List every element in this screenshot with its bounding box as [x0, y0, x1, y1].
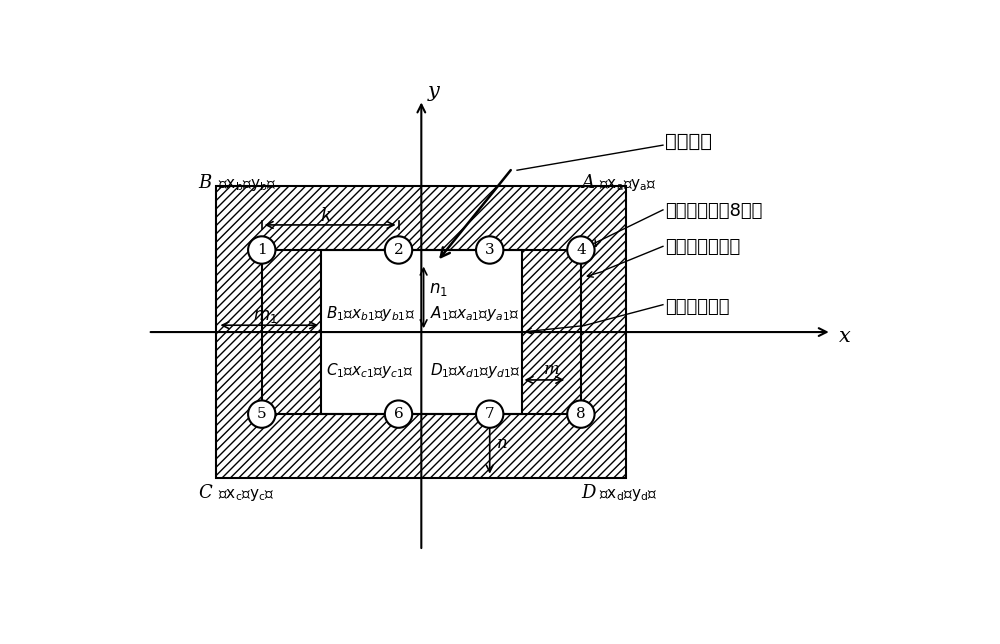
- Circle shape: [567, 401, 595, 428]
- Circle shape: [248, 236, 275, 263]
- Text: A: A: [581, 175, 594, 193]
- Text: 8: 8: [576, 407, 586, 421]
- Text: 堆垛小车: 堆垛小车: [665, 133, 712, 151]
- Text: 2: 2: [394, 243, 403, 257]
- Circle shape: [385, 401, 412, 428]
- Text: $B_1$（$x_{b1}$，$y_{b1}$）: $B_1$（$x_{b1}$，$y_{b1}$）: [326, 305, 415, 323]
- Text: 3: 3: [485, 243, 495, 257]
- Text: （$\mathrm{x_c}$，$\mathrm{y_c}$）: （$\mathrm{x_c}$，$\mathrm{y_c}$）: [218, 488, 275, 504]
- Text: $C_1$（$x_{c1}$，$y_{c1}$）: $C_1$（$x_{c1}$，$y_{c1}$）: [326, 361, 413, 381]
- Text: 6: 6: [394, 407, 403, 421]
- Text: 堆垛拍打器范围: 堆垛拍打器范围: [665, 238, 740, 256]
- Text: $n_1$: $n_1$: [429, 280, 448, 298]
- Text: 4: 4: [576, 243, 586, 257]
- Text: 1: 1: [257, 243, 267, 257]
- Text: 堆垛拍打器（8个）: 堆垛拍打器（8个）: [665, 202, 763, 220]
- Text: x: x: [838, 327, 850, 346]
- Text: C: C: [198, 484, 212, 502]
- Text: 7: 7: [485, 407, 495, 421]
- Text: （$\mathrm{x_a}$，$\mathrm{y_a}$）: （$\mathrm{x_a}$，$\mathrm{y_a}$）: [599, 178, 657, 193]
- Circle shape: [567, 236, 595, 263]
- Text: n: n: [497, 435, 507, 452]
- Circle shape: [248, 401, 275, 428]
- Circle shape: [476, 236, 503, 263]
- Text: D: D: [581, 484, 595, 502]
- Text: 卷材存放托盘: 卷材存放托盘: [665, 298, 730, 316]
- Bar: [321, 250, 522, 414]
- Text: （$\mathrm{x_b}$，$\mathrm{y_b}$）: （$\mathrm{x_b}$，$\mathrm{y_b}$）: [218, 178, 277, 193]
- Text: m: m: [543, 361, 559, 377]
- Text: y: y: [428, 82, 440, 101]
- Text: （$\mathrm{x_d}$，$\mathrm{y_d}$）: （$\mathrm{x_d}$，$\mathrm{y_d}$）: [599, 488, 657, 504]
- Circle shape: [385, 236, 412, 263]
- Circle shape: [476, 401, 503, 428]
- Text: B: B: [198, 175, 211, 193]
- Text: $m_1$: $m_1$: [253, 307, 278, 325]
- Text: $A_1$（$x_{a1}$，$y_{a1}$）: $A_1$（$x_{a1}$，$y_{a1}$）: [430, 305, 519, 323]
- Bar: [216, 186, 626, 478]
- Text: k: k: [320, 207, 331, 225]
- Text: 5: 5: [257, 407, 267, 421]
- Text: $D_1$（$x_{d1}$，$y_{d1}$）: $D_1$（$x_{d1}$，$y_{d1}$）: [430, 361, 520, 381]
